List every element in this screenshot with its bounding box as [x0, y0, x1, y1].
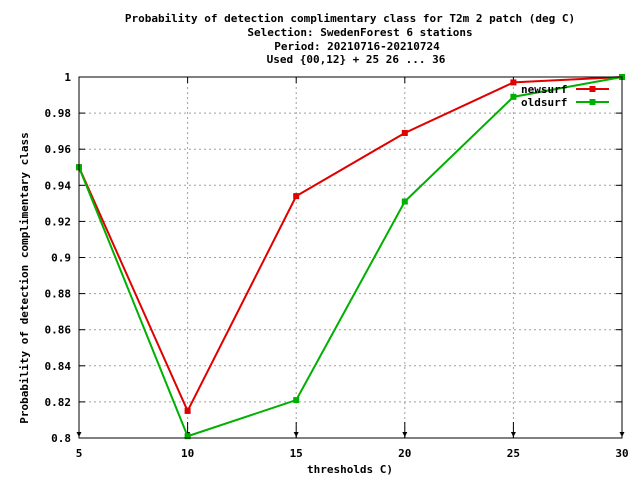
y-tick-label: 0.88: [45, 288, 72, 301]
legend-label: oldsurf: [521, 96, 567, 109]
x-tick-label: 30: [615, 447, 628, 460]
legend-swatch-point: [589, 86, 596, 92]
y-tick-label: 0.92: [45, 215, 72, 228]
y-axis-label: Probability of detection complimentary c…: [18, 132, 31, 423]
y-tick-label: 0.8: [51, 432, 71, 445]
data-point: [293, 397, 300, 404]
threshold-arrow: [510, 422, 516, 438]
y-tick-label: 0.96: [45, 143, 72, 156]
data-point: [510, 93, 517, 100]
data-point: [510, 79, 517, 86]
legend-entry: oldsurf: [521, 96, 609, 109]
y-tick-labels: 0.8 0.82 0.84 0.86 0.88 0.9 0.92 0.94 0.96 0.98 1: [45, 71, 72, 445]
y-tick-label: 0.86: [45, 324, 72, 337]
y-tick-label: 0.82: [45, 396, 72, 409]
legend-entry: newsurf: [521, 83, 609, 96]
chart-title-line-1: Probability of detection complimentary c…: [125, 12, 575, 25]
legend-swatch-point: [589, 99, 596, 105]
y-tick-label: 0.84: [45, 360, 72, 373]
x-tick-labels: 5 10 15 20 25 30: [76, 447, 629, 460]
data-point: [401, 198, 408, 205]
x-tick-label: 10: [181, 447, 194, 460]
y-tick-label: 0.98: [45, 107, 72, 120]
series-oldsurf: [76, 74, 625, 440]
y-tick-label: 0.94: [45, 179, 72, 192]
legend-label: newsurf: [521, 83, 567, 96]
series-line: [78, 76, 623, 414]
grid: [79, 77, 622, 438]
x-axis-label: thresholds C): [307, 463, 393, 476]
threshold-arrow: [293, 422, 299, 438]
x-tick-label: 25: [507, 447, 520, 460]
data-point: [293, 193, 300, 200]
chart-title-line-4: Used {00,12} + 25 26 ... 36: [267, 53, 446, 66]
x-tick-label: 5: [76, 447, 83, 460]
data-point: [184, 407, 191, 414]
chart-title-line-3: Period: 20210716-20210724: [274, 40, 440, 53]
threshold-arrows: [76, 422, 625, 438]
chart-title-line-2: Selection: SwedenForest 6 stations: [247, 26, 472, 39]
data-point: [184, 433, 191, 440]
threshold-arrow: [402, 422, 408, 438]
x-tick-label: 20: [398, 447, 411, 460]
y-tick-label: 0.9: [51, 252, 71, 265]
y-tick-label: 1: [64, 71, 71, 84]
series: [76, 74, 625, 440]
data-point: [401, 129, 408, 136]
chart-title: Probability of detection complimentary c…: [125, 12, 575, 66]
x-tick-label: 15: [290, 447, 303, 460]
series-line: [78, 76, 623, 438]
plot-frame: [78, 76, 623, 439]
